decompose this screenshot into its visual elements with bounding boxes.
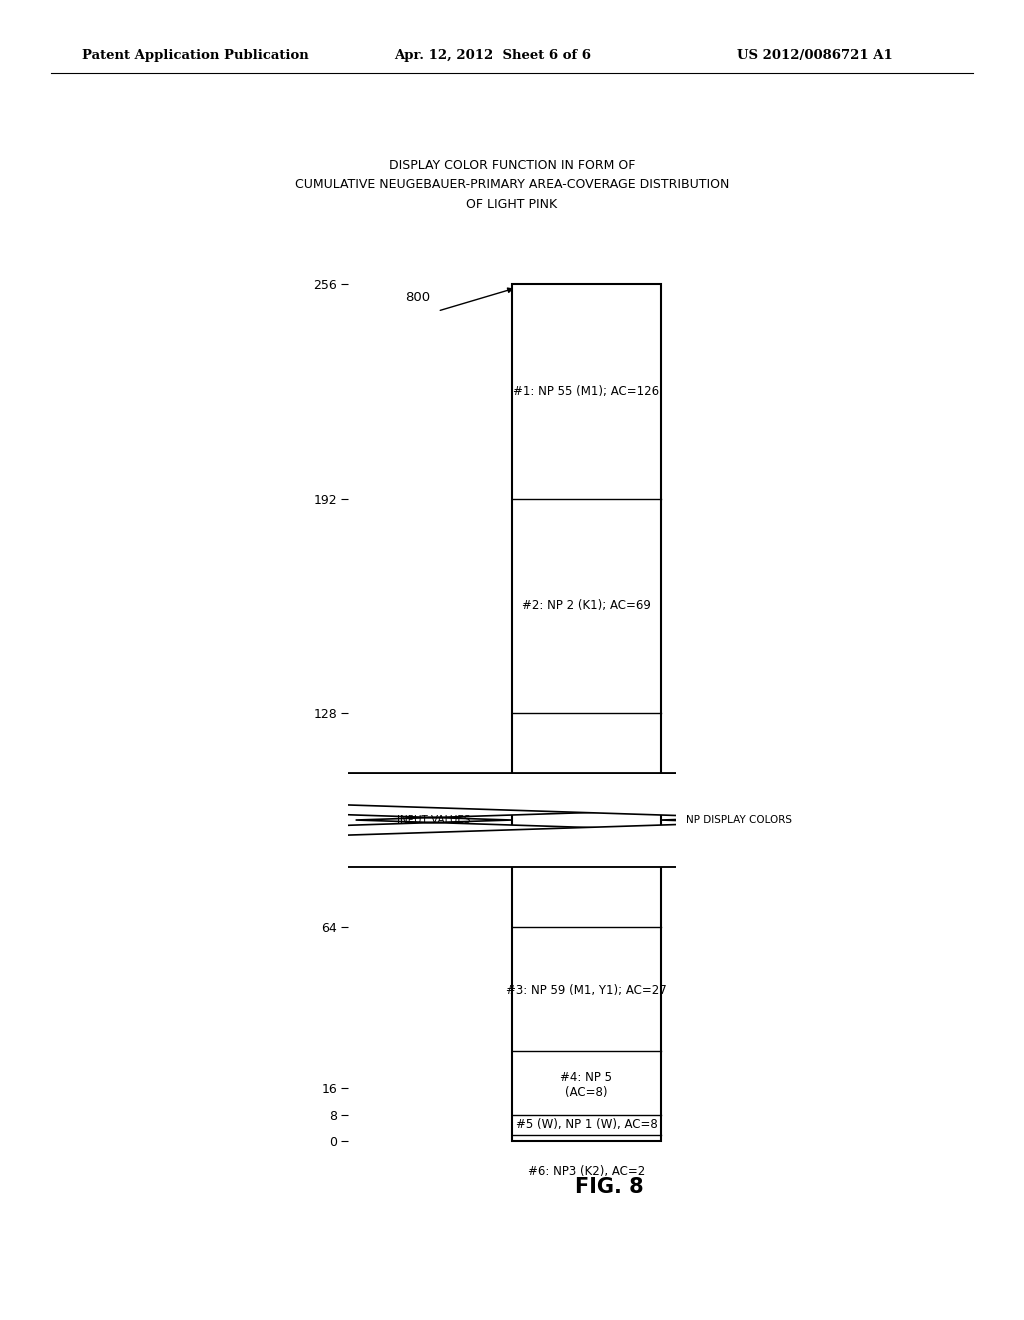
Text: Patent Application Publication: Patent Application Publication [82,49,308,62]
Bar [512,284,660,1142]
Polygon shape [0,774,1024,867]
Text: #2: NP 2 (K1); AC=69: #2: NP 2 (K1); AC=69 [522,599,651,612]
Text: DISPLAY COLOR FUNCTION IN FORM OF: DISPLAY COLOR FUNCTION IN FORM OF [389,158,635,172]
Text: NP DISPLAY COLORS: NP DISPLAY COLORS [686,814,793,825]
Text: #3: NP 59 (M1, Y1); AC=27: #3: NP 59 (M1, Y1); AC=27 [506,985,667,998]
Text: FIG. 8: FIG. 8 [574,1177,644,1197]
Text: #5 (W), NP 1 (W), AC=8: #5 (W), NP 1 (W), AC=8 [516,1118,657,1131]
Text: OF LIGHT PINK: OF LIGHT PINK [467,198,557,211]
Text: US 2012/0086721 A1: US 2012/0086721 A1 [737,49,893,62]
Polygon shape [0,774,1024,867]
Text: Apr. 12, 2012  Sheet 6 of 6: Apr. 12, 2012 Sheet 6 of 6 [394,49,591,62]
Text: INPUT VALUES: INPUT VALUES [397,814,471,825]
Text: #4: NP 5
(AC=8): #4: NP 5 (AC=8) [560,1071,612,1098]
Text: CUMULATIVE NEUGEBAUER-PRIMARY AREA-COVERAGE DISTRIBUTION: CUMULATIVE NEUGEBAUER-PRIMARY AREA-COVER… [295,178,729,191]
Text: #6: NP3 (K2), AC=2: #6: NP3 (K2), AC=2 [527,1164,645,1177]
Text: 800: 800 [404,292,430,305]
Text: #1: NP 55 (M1); AC=126: #1: NP 55 (M1); AC=126 [513,385,659,399]
